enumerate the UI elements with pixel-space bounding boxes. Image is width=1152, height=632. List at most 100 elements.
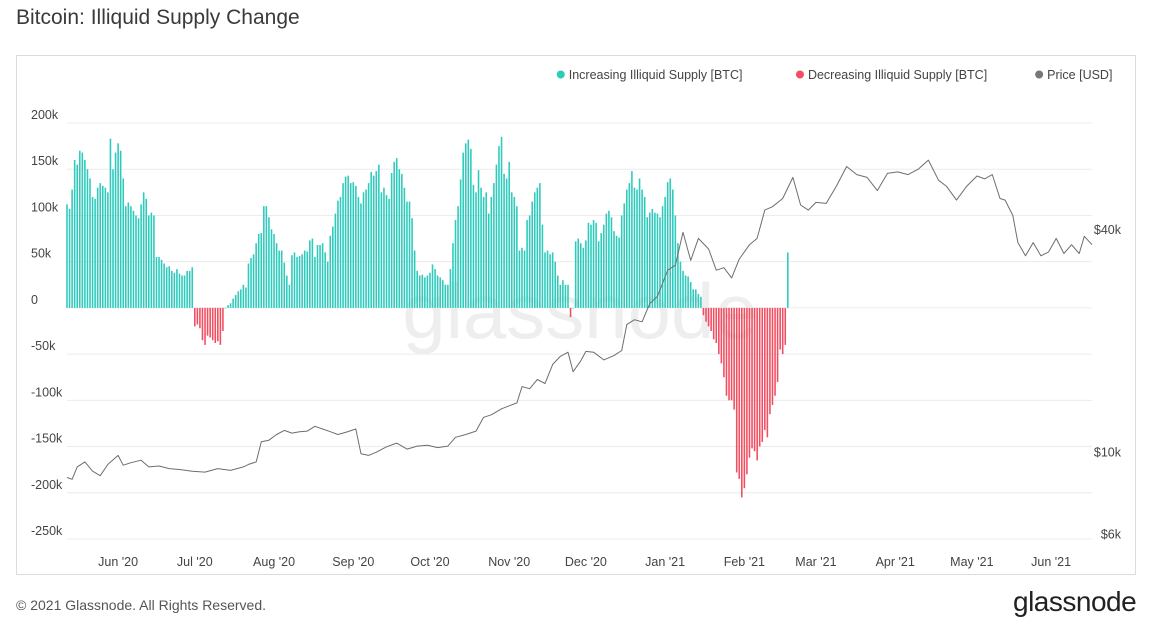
bar-increase: [646, 217, 649, 308]
x-tick-label: Apr '21: [876, 555, 915, 569]
y-tick-label: -250k: [31, 524, 63, 538]
bar-decrease: [741, 307, 743, 498]
bar-decrease: [214, 307, 217, 344]
bar-increase: [66, 204, 68, 308]
x-tick-label: Jun '20: [98, 555, 138, 569]
bar-decrease: [707, 307, 710, 327]
x-tick-label: May '21: [950, 555, 993, 569]
bar-increase: [360, 203, 362, 308]
bar-increase: [623, 203, 626, 308]
bar-increase: [232, 298, 234, 308]
bar-increase: [413, 250, 416, 308]
bar-increase: [247, 263, 250, 308]
bar-increase: [579, 243, 582, 308]
bar-decrease: [569, 307, 572, 318]
bar-increase: [654, 212, 656, 308]
bar-increase: [81, 152, 84, 308]
bar-increase: [112, 169, 114, 308]
bar-decrease: [201, 307, 204, 341]
bar-increase: [296, 257, 298, 308]
bar-increase: [311, 238, 314, 308]
bar-increase: [344, 176, 347, 308]
bar-increase: [114, 152, 117, 308]
bar-increase: [191, 267, 194, 308]
bar-increase: [503, 173, 505, 308]
bar-decrease: [784, 307, 787, 345]
bar-increase: [245, 287, 247, 308]
bar-increase: [86, 169, 89, 308]
bar-increase: [508, 161, 510, 308]
bar-increase: [513, 196, 516, 308]
bar-increase: [416, 270, 418, 308]
bar-increase: [378, 164, 380, 308]
bar-increase: [490, 196, 493, 308]
bar-increase: [375, 171, 378, 308]
bar-increase: [682, 270, 684, 308]
bar-increase: [148, 215, 150, 308]
bar-increase: [155, 257, 158, 308]
bar-increase: [324, 252, 326, 308]
bar-increase: [76, 164, 79, 308]
bar-increase: [78, 150, 81, 308]
bar-increase: [280, 250, 283, 308]
bar-increase: [263, 206, 265, 308]
bar-decrease: [723, 307, 725, 378]
bar-increase: [480, 187, 482, 308]
legend-marker: [1035, 70, 1044, 79]
bar-increase: [186, 270, 188, 308]
bar-increase: [288, 284, 291, 308]
bar-decrease: [733, 307, 735, 410]
bar-increase: [388, 198, 390, 308]
bar-increase: [597, 241, 600, 308]
bar-increase: [158, 257, 160, 308]
bar-increase: [372, 175, 375, 308]
bar-increase: [574, 241, 577, 308]
bar-increase: [677, 243, 679, 308]
bar-increase: [171, 270, 173, 308]
bar-increase: [636, 189, 638, 308]
bar-increase: [362, 192, 365, 308]
bar-decrease: [756, 307, 758, 461]
glassnode-logo: glassnode: [1013, 586, 1137, 617]
bar-decrease: [766, 307, 769, 438]
bar-increase: [306, 251, 309, 308]
y-tick-label: -50k: [31, 339, 56, 353]
bar-increase: [684, 275, 687, 308]
bar-increase: [122, 178, 125, 308]
bar-increase: [71, 189, 73, 308]
bar-increase: [101, 185, 104, 308]
bar-decrease: [781, 307, 784, 355]
bar-increase: [342, 183, 344, 308]
bar-increase: [602, 224, 605, 308]
bar-decrease: [720, 307, 723, 364]
bar-increase: [68, 208, 71, 308]
bar-decrease: [718, 307, 720, 355]
bar-increase: [339, 196, 342, 308]
bar-increase: [549, 254, 551, 308]
bar-decrease: [194, 307, 196, 327]
bar-increase: [188, 270, 191, 308]
bar-increase: [595, 222, 597, 308]
bar-increase: [163, 263, 165, 308]
bar-increase: [337, 200, 339, 308]
bar-increase: [119, 150, 122, 308]
bar-increase: [168, 266, 171, 308]
bar-series: [66, 136, 789, 498]
bar-increase: [531, 201, 533, 308]
bar-increase: [278, 250, 280, 308]
bar-increase: [349, 183, 352, 308]
bar-decrease: [222, 307, 224, 331]
bar-increase: [613, 231, 615, 308]
bar-increase: [475, 192, 477, 308]
bar-increase: [600, 233, 603, 308]
bar-increase: [352, 182, 355, 308]
legend-marker: [795, 70, 804, 79]
bar-increase: [140, 204, 142, 308]
x-tick-label: Nov '20: [488, 555, 530, 569]
bar-increase: [411, 218, 413, 308]
bar-increase: [649, 212, 651, 308]
bar-increase: [628, 183, 631, 308]
bar-increase: [495, 164, 498, 308]
bar-increase: [145, 198, 148, 308]
bar-increase: [679, 261, 682, 308]
